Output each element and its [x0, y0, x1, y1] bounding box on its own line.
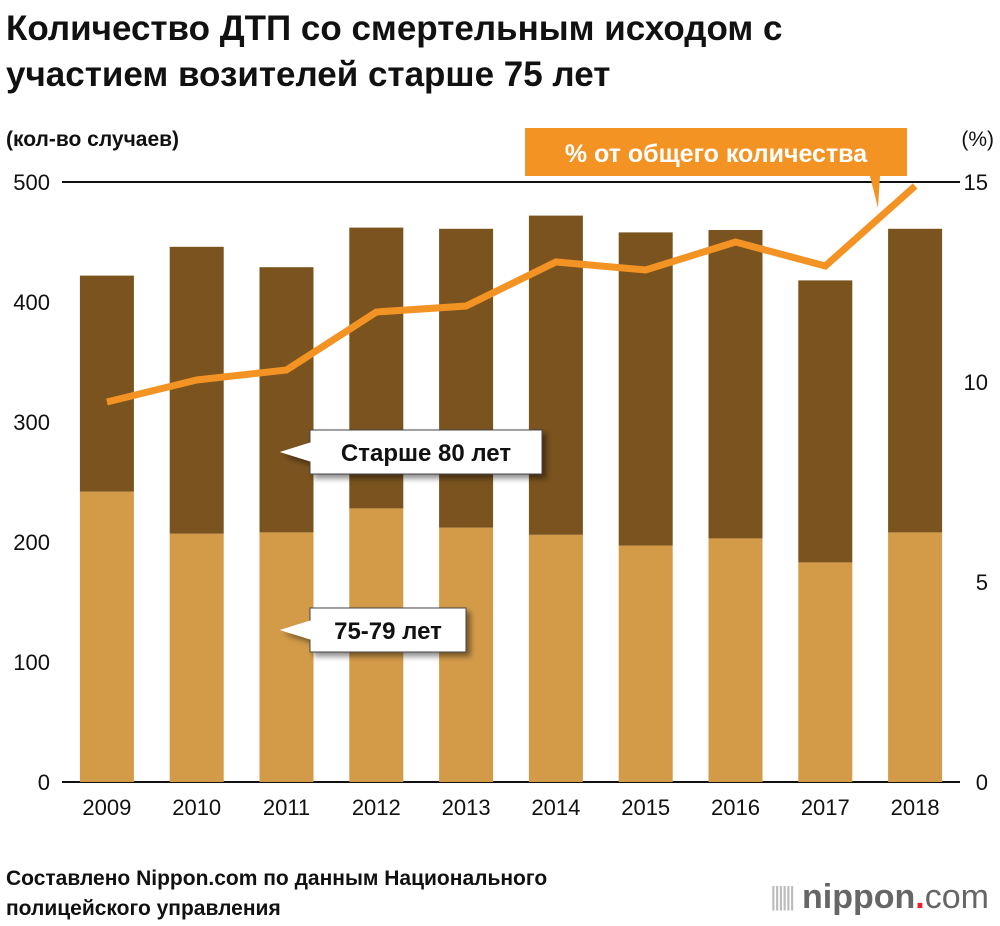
bar-over-80 [888, 228, 943, 533]
bar-75-79 [708, 538, 763, 782]
bar-over-80 [79, 275, 134, 492]
title-line-1: Количество ДТП со смертельным исходом с [6, 9, 783, 48]
left-axis-label: (кол-во случаев) [6, 128, 180, 151]
bar-75-79 [528, 534, 583, 782]
y-tick-label: 500 [13, 170, 50, 195]
y2-tick-label: 5 [976, 570, 988, 595]
source-note: Составлено Nippon.com по данным Национал… [6, 864, 547, 924]
x-tick-label: 2014 [531, 795, 580, 820]
y2-tick-label: 10 [964, 370, 988, 395]
y-tick-label: 200 [13, 530, 50, 555]
chart-title: Количество ДТП со смертельным исходом с … [6, 6, 782, 98]
legend-percent-box [525, 128, 907, 176]
bar-over-80 [798, 280, 853, 563]
x-tick-label: 2013 [442, 795, 491, 820]
nippon-logo: |||||| nippon.com [770, 878, 989, 916]
x-tick-label: 2016 [711, 795, 760, 820]
bar-over-80 [259, 267, 314, 533]
bar-75-79 [439, 527, 494, 782]
bar-over-80 [708, 230, 763, 539]
bar-75-79 [798, 562, 853, 782]
y2-tick-label: 0 [976, 770, 988, 795]
x-tick-label: 2011 [263, 795, 310, 820]
y-tick-label: 400 [13, 290, 50, 315]
y2-tick-label: 15 [964, 170, 988, 195]
legend-percent-pointer [870, 176, 880, 208]
bar-75-79 [79, 491, 134, 782]
x-tick-label: 2018 [891, 795, 940, 820]
percent-line [106, 183, 918, 406]
bar-over-80 [439, 228, 494, 528]
legend-over-80-pointer-fill [280, 442, 312, 462]
legend-75-79-pointer-fill [280, 620, 312, 640]
bar-75-79 [888, 532, 943, 782]
bar-75-79 [259, 532, 314, 782]
legend-75-79-box [309, 607, 467, 653]
y-tick-label: 0 [38, 770, 50, 795]
y-tick-label: 100 [13, 650, 50, 675]
x-tick-label: 2017 [801, 795, 850, 820]
right-axis-label: (%) [961, 128, 994, 151]
source-line-1: Составлено Nippon.com по данным Национал… [6, 867, 548, 890]
legend-over-80-label: Старше 80 лет [341, 440, 511, 467]
source-line-2: полицейского управления [6, 897, 281, 920]
x-tick-label: 2010 [172, 795, 221, 820]
legend-75-79-label: 75-79 лет [334, 618, 442, 645]
x-tick-label: 2009 [82, 795, 131, 820]
legend-percent-label: % от общего количества [565, 140, 868, 168]
x-tick-label: 2015 [621, 795, 670, 820]
bar-over-80 [169, 246, 224, 534]
bar-over-80 [618, 232, 673, 546]
bar-75-79 [169, 533, 224, 782]
bar-75-79 [618, 545, 673, 782]
title-line-2: участием возителей старше 75 лет [6, 55, 611, 94]
x-tick-label: 2012 [352, 795, 401, 820]
y-tick-label: 300 [13, 410, 50, 435]
